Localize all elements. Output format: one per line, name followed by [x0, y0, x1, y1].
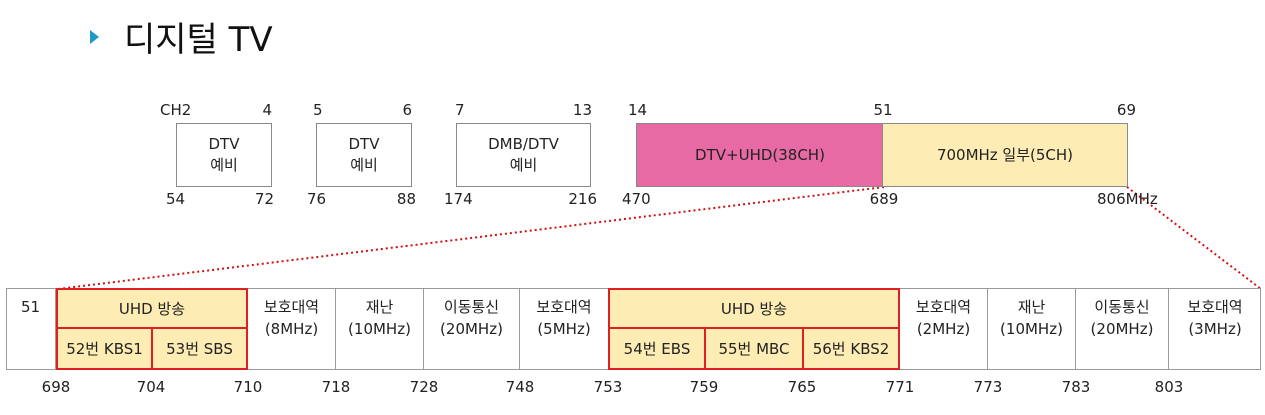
cell-label: 54번 EBS: [623, 339, 691, 358]
cell-sublabel: (10MHz): [348, 320, 411, 338]
uhd-channel-cell: 54번 EBS: [608, 327, 706, 370]
uhd-group-1-header: UHD 방송: [56, 288, 248, 329]
cell-label: 이동통신: [443, 298, 500, 316]
cell-label: 재난: [1017, 298, 1046, 316]
cell-label: 51: [20, 298, 41, 316]
freq-label: 710: [233, 378, 263, 396]
ch-label: 7: [455, 101, 465, 119]
cell-sublabel: (20MHz): [1090, 320, 1154, 338]
freq-label: 783: [1061, 378, 1091, 396]
cell-sublabel: (5MHz): [537, 320, 591, 338]
cell-sublabel: (20MHz): [440, 320, 503, 338]
zoom-line-left: [57, 186, 885, 290]
freq-label: 773: [973, 378, 1003, 396]
band-cell-start: 51: [6, 288, 56, 370]
freq-label: 698: [41, 378, 71, 396]
band-box-line: 예비: [210, 156, 238, 174]
band-box-label: DTV+UHD(38CH): [695, 145, 825, 164]
page-title: 디지털 TV: [124, 20, 273, 60]
cell-label: 56번 KBS2: [812, 339, 890, 358]
ch-label: 13: [572, 101, 592, 119]
cell-label: 보호대역: [536, 298, 592, 316]
cell-label: 보호대역: [915, 298, 972, 316]
freq-label: 753: [593, 378, 623, 396]
freq-label: 704: [136, 378, 166, 396]
freq-label: 72: [254, 190, 274, 208]
ch-label: 14: [628, 101, 648, 119]
band-box-line: DTV: [348, 135, 380, 153]
band-box-700mhz: 700MHz 일부(5CH): [882, 123, 1128, 187]
freq-label: 76: [307, 190, 327, 208]
freq-label: 806MHz: [1097, 190, 1158, 208]
cell-label: UHD 방송: [118, 299, 186, 318]
heading-bullet-icon: [90, 30, 99, 44]
freq-label: 174: [444, 190, 473, 208]
band-cell-guard-5: 보호대역 (5MHz): [520, 288, 608, 370]
band-box-dtv-reserve-2: DTV 예비: [316, 123, 412, 187]
cell-label: 이동통신: [1094, 298, 1150, 316]
cell-sublabel: (8MHz): [264, 320, 319, 338]
freq-label: 689: [869, 190, 899, 208]
cell-label: UHD 방송: [720, 299, 788, 318]
band-cell-disaster-10: 재난 (10MHz): [336, 288, 424, 370]
band-box-dtv-uhd: DTV+UHD(38CH): [636, 123, 884, 187]
ch-label: 4: [262, 101, 272, 119]
ch-label: 51: [873, 101, 893, 119]
band-cell-guard-8: 보호대역 (8MHz): [248, 288, 336, 370]
freq-label: 748: [505, 378, 535, 396]
band-box-line: 예비: [509, 156, 538, 174]
freq-label: 54: [166, 190, 186, 208]
ch-label: 6: [402, 101, 412, 119]
freq-label: 759: [689, 378, 719, 396]
freq-label: 803: [1154, 378, 1184, 396]
cell-sublabel: (10MHz): [1000, 320, 1063, 338]
cell-label: 53번 SBS: [166, 339, 233, 358]
freq-label: 765: [787, 378, 817, 396]
ch-label: 69: [1116, 101, 1136, 119]
cell-sublabel: (2MHz): [916, 320, 971, 338]
band-cell-guard-3: 보호대역 (3MHz): [1169, 288, 1261, 370]
band-cell-disaster-10b: 재난 (10MHz): [988, 288, 1076, 370]
cell-label: 보호대역: [263, 298, 320, 316]
freq-label: 216: [568, 190, 597, 208]
freq-label: 88: [396, 190, 416, 208]
freq-label: 771: [885, 378, 915, 396]
uhd-channel-cell: 55번 MBC: [704, 327, 804, 370]
band-box-dmb-dtv-reserve: DMB/DTV 예비: [456, 123, 591, 187]
band-box-line: 예비: [350, 156, 378, 174]
ch-label: 5: [313, 101, 323, 119]
freq-label: 470: [622, 190, 651, 208]
band-box-dtv-reserve-1: DTV 예비: [176, 123, 272, 187]
band-cell-guard-2: 보호대역 (2MHz): [900, 288, 988, 370]
band-cell-mobile-20: 이동통신 (20MHz): [424, 288, 520, 370]
band-box-line: DTV: [208, 135, 240, 153]
band-box-label: 700MHz 일부(5CH): [936, 145, 1074, 164]
band-box-line: DMB/DTV: [488, 135, 559, 153]
cell-sublabel: (3MHz): [1188, 320, 1242, 338]
cell-label: 재난: [365, 298, 394, 316]
uhd-group-2-header: UHD 방송: [608, 288, 900, 329]
cell-label: 55번 MBC: [718, 339, 790, 358]
cell-label: 보호대역: [1187, 298, 1243, 316]
cell-label: 52번 KBS1: [66, 339, 143, 358]
uhd-channel-cell: 56번 KBS2: [802, 327, 900, 370]
uhd-channel-cell: 52번 KBS1: [56, 327, 153, 370]
zoom-line-right: [1126, 186, 1262, 290]
freq-label: 728: [409, 378, 439, 396]
ch-label: CH2: [160, 101, 192, 119]
band-cell-mobile-20b: 이동통신 (20MHz): [1076, 288, 1169, 370]
freq-label: 718: [321, 378, 351, 396]
uhd-channel-cell: 53번 SBS: [151, 327, 248, 370]
